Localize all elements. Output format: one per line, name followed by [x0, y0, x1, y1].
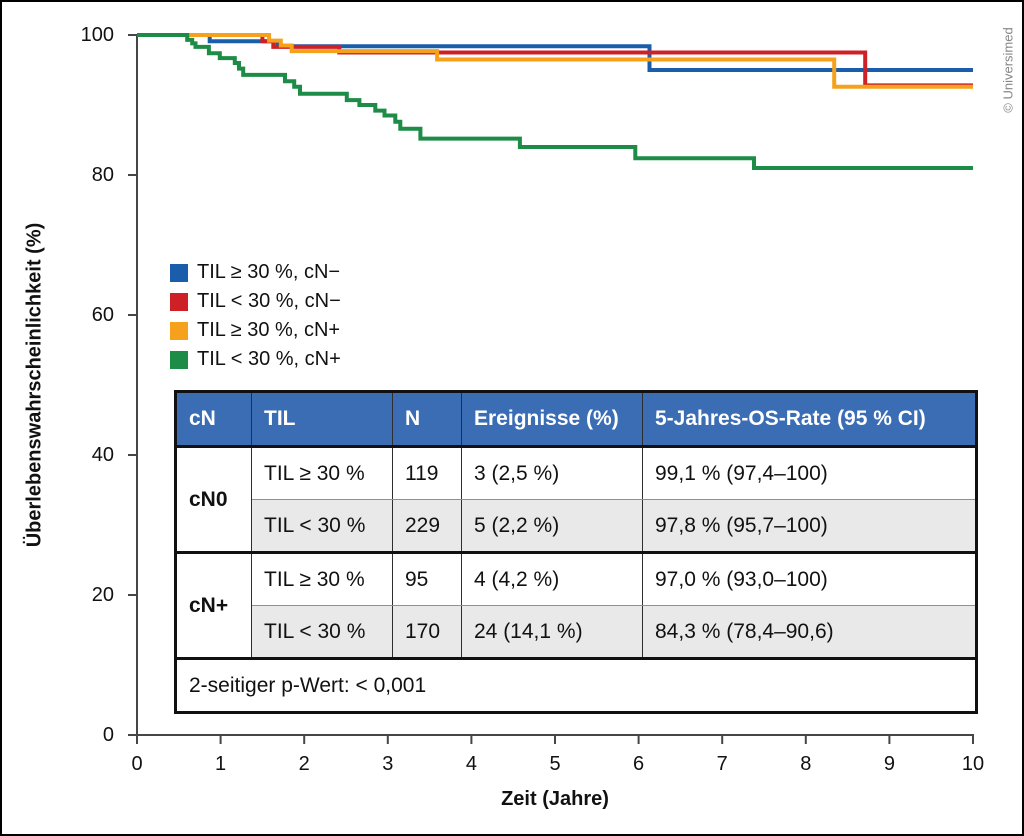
cell-os-rate: 84,3 % (78,4–90,6): [642, 605, 977, 659]
x-tick-label: 2: [298, 753, 310, 775]
x-tick-label: 6: [633, 753, 645, 775]
cell-os-rate: 97,8 % (95,7–100): [642, 499, 977, 553]
header-cell-os-rate: 5-Jahres-OS-Rate (95 % CI): [642, 391, 977, 448]
km-curve-til-lt30-cn-pos: [137, 33, 973, 170]
legend-label: TIL < 30 %, cN−: [197, 290, 341, 312]
legend-swatch-orange-icon: [170, 321, 188, 340]
group-label-cn-pos: cN+: [175, 551, 252, 659]
header-cell-n: N: [392, 391, 462, 448]
cell-til: TIL < 30 %: [251, 499, 393, 553]
cell-events: 24 (14,1 %): [461, 605, 643, 659]
copyright-notice: © Universimed: [1000, 27, 1016, 113]
x-tick-label: 5: [549, 753, 561, 775]
x-axis-title: Zeit (Jahre): [501, 788, 609, 810]
cell-til: TIL < 30 %: [251, 605, 393, 659]
cell-til: TIL ≥ 30 %: [251, 446, 393, 500]
header-cell-events: Ereignisse (%): [461, 391, 643, 448]
table-header-row: cN TIL N Ereignisse (%) 5-Jahres-OS-Rate…: [175, 391, 977, 448]
legend-label: TIL ≥ 30 %, cN+: [197, 319, 341, 341]
x-tick-label: 4: [465, 753, 477, 775]
x-tick-label: 10: [961, 753, 985, 775]
legend-label: TIL < 30 %, cN+: [197, 348, 341, 370]
survival-table: cN TIL N Ereignisse (%) 5-Jahres-OS-Rate…: [174, 390, 978, 714]
table-row: TIL < 30 % 229 5 (2,2 %) 97,8 % (95,7–10…: [176, 499, 977, 553]
cell-os-rate: 99,1 % (97,4–100): [642, 446, 977, 500]
y-tick-label: 100: [80, 24, 114, 46]
y-tick-label: 80: [91, 164, 114, 186]
header-cell-til: TIL: [251, 391, 393, 448]
cell-events: 3 (2,5 %): [461, 446, 643, 500]
cell-til: TIL ≥ 30 %: [251, 551, 393, 606]
y-tick-label: 20: [91, 584, 114, 606]
y-tick-label: 0: [102, 724, 114, 746]
legend-item-til-ge30-cn-pos: TIL ≥ 30 %, cN+: [170, 316, 341, 345]
x-tick-label: 8: [800, 753, 812, 775]
header-cell-cn: cN: [175, 391, 252, 448]
legend: TIL ≥ 30 %, cN− TIL < 30 %, cN− TIL ≥ 30…: [170, 258, 341, 374]
x-tick-label: 3: [382, 753, 394, 775]
table-row: cN0 TIL ≥ 30 % 119 3 (2,5 %) 99,1 % (97,…: [175, 446, 977, 553]
km-curve-til-lt30-cn-neg: [137, 33, 973, 88]
x-tick-label: 0: [131, 753, 143, 775]
legend-swatch-blue-icon: [170, 263, 188, 282]
p-value-cell: 2-seitiger p-Wert: < 0,001: [175, 657, 977, 713]
y-tick-label: 60: [91, 304, 114, 326]
y-axis-title: Überlebenswahrscheinlichkeit (%): [23, 222, 46, 548]
km-curve-til-ge30-cn-pos: [137, 33, 973, 89]
legend-label: TIL ≥ 30 %, cN−: [197, 261, 341, 283]
table-footer-row: 2-seitiger p-Wert: < 0,001: [175, 657, 977, 713]
legend-item-til-ge30-cn-neg: TIL ≥ 30 %, cN−: [170, 258, 341, 287]
x-tick-label: 7: [716, 753, 728, 775]
cell-n: 119: [392, 446, 462, 500]
legend-item-til-lt30-cn-neg: TIL < 30 %, cN−: [170, 287, 341, 316]
legend-swatch-red-icon: [170, 292, 188, 311]
y-tick-label: 40: [91, 444, 114, 466]
cell-n: 95: [392, 551, 462, 606]
cell-n: 229: [392, 499, 462, 553]
cell-n: 170: [392, 605, 462, 659]
group-label-cn0: cN0: [175, 446, 252, 553]
legend-swatch-green-icon: [170, 350, 188, 369]
x-tick-label: 9: [883, 753, 895, 775]
legend-item-til-lt30-cn-pos: TIL < 30 %, cN+: [170, 345, 341, 374]
table-row: TIL < 30 % 170 24 (14,1 %) 84,3 % (78,4–…: [176, 605, 977, 659]
cell-events: 4 (4,2 %): [461, 551, 643, 606]
cell-os-rate: 97,0 % (93,0–100): [642, 551, 977, 606]
x-tick-label: 1: [215, 753, 227, 775]
cell-events: 5 (2,2 %): [461, 499, 643, 553]
table-row: cN+ TIL ≥ 30 % 95 4 (4,2 %) 97,0 % (93,0…: [175, 551, 977, 659]
